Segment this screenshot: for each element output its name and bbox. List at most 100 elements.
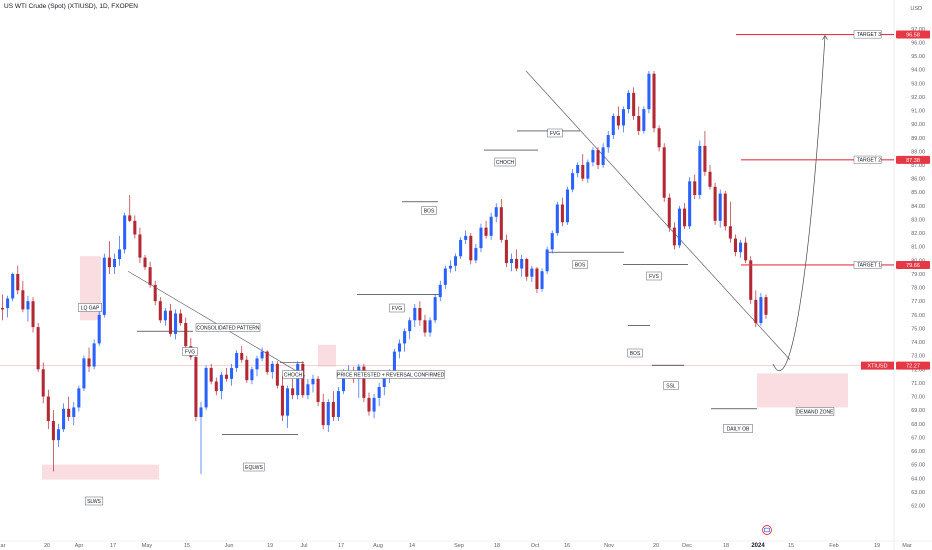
candle-body	[606, 135, 610, 148]
candle	[357, 363, 361, 398]
candle-body	[601, 147, 605, 166]
demand-zone-label: DEMAND ZONE	[797, 409, 835, 415]
candle	[560, 197, 564, 227]
daily-ob-label: DAILY OB	[727, 426, 750, 432]
calendar-icon[interactable]	[762, 525, 772, 535]
candle-body	[739, 242, 743, 253]
candle-body	[77, 388, 81, 408]
y-tick-label: 97.00	[911, 27, 925, 33]
candle-body	[270, 363, 274, 373]
candle-body	[647, 73, 651, 110]
y-tick-label: 65.00	[911, 463, 925, 469]
candle	[301, 361, 305, 398]
y-tick-label: 93.00	[911, 81, 925, 87]
candle-body	[698, 145, 702, 195]
candle-body	[621, 109, 626, 126]
candle-body	[632, 92, 636, 116]
candle	[102, 253, 106, 318]
candle-body	[321, 401, 325, 426]
candle	[688, 177, 692, 230]
x-tick-label: 18	[494, 543, 500, 549]
candle	[26, 295, 30, 322]
candle	[377, 382, 381, 407]
target-price: 96.58	[906, 33, 920, 39]
price-retested-label-box	[336, 370, 445, 379]
current-price-tag	[896, 361, 930, 370]
candle	[428, 317, 432, 337]
candle-body	[459, 239, 463, 257]
candle-body	[555, 204, 559, 234]
candle	[250, 366, 254, 385]
y-tick-label: 78.00	[911, 286, 925, 292]
candle	[540, 268, 544, 292]
target-price: 87.38	[906, 158, 920, 164]
candle-body	[168, 310, 172, 334]
target-label-box	[853, 155, 882, 164]
candle-body	[260, 351, 264, 359]
candle	[504, 234, 508, 268]
x-tick-label: Sep	[454, 543, 464, 549]
candle-body	[128, 215, 132, 221]
y-tick-label: 67.00	[911, 435, 925, 441]
target-label-box	[853, 260, 882, 269]
candle-body	[474, 248, 478, 261]
candle-body	[16, 273, 20, 291]
candle	[0, 294, 5, 321]
x-tick-label: 14	[409, 543, 415, 549]
candle-body	[21, 290, 25, 310]
y-tick-label: 79.00	[911, 272, 925, 278]
candle-body	[494, 207, 498, 217]
candle	[112, 253, 117, 274]
candle-body	[754, 299, 758, 323]
y-tick-label: 87.00	[911, 163, 925, 169]
demand-zone-label-box	[795, 407, 835, 416]
candle	[739, 239, 743, 258]
candle	[397, 339, 402, 359]
annotation-labels: LQ GAP SLWS CONSOLIDATED PATTERN FVG CHOCH EQ…	[78, 128, 835, 506]
candle-body	[403, 331, 407, 344]
ssl-label: SSL	[666, 383, 676, 389]
candle-body	[464, 235, 468, 240]
candle	[153, 280, 157, 306]
y-tick-label: 89.00	[911, 136, 925, 142]
candle	[616, 106, 620, 130]
candle	[296, 361, 300, 400]
zone-demand-zone	[757, 373, 848, 408]
candle-body	[326, 401, 330, 426]
candle-body	[693, 181, 697, 195]
x-tick-label: Feb	[829, 543, 838, 549]
candle	[423, 314, 427, 337]
candle	[453, 253, 458, 272]
candle	[621, 106, 626, 133]
candle-body	[250, 369, 254, 381]
candle-body	[265, 351, 269, 373]
projection-arrowhead	[822, 34, 828, 40]
candle	[224, 367, 228, 382]
choch-label: CHOCH	[284, 372, 303, 378]
candle-body	[72, 407, 76, 417]
candle	[418, 301, 422, 326]
candle	[16, 265, 20, 295]
zone-slws	[42, 464, 159, 480]
candle-body	[235, 352, 239, 368]
candle	[21, 280, 25, 313]
candle	[230, 363, 234, 386]
candle	[525, 257, 529, 281]
candle	[123, 212, 127, 254]
candle-body	[642, 109, 646, 131]
x-tick-label: 20	[653, 543, 659, 549]
candle-body	[102, 257, 106, 315]
candle-body	[596, 150, 600, 166]
candle-body	[433, 297, 437, 321]
candle	[677, 205, 681, 249]
candle	[713, 182, 717, 225]
candle-body	[677, 208, 681, 246]
candle	[174, 309, 178, 340]
y-tick-label: 69.00	[911, 408, 925, 414]
chart-title: US WTI Crude (Spot) (XTIUSD), 1D, FXOPEN	[4, 3, 138, 10]
candle	[733, 234, 737, 257]
candle	[489, 212, 493, 240]
candle-body	[240, 352, 244, 360]
candle-body	[194, 357, 198, 417]
